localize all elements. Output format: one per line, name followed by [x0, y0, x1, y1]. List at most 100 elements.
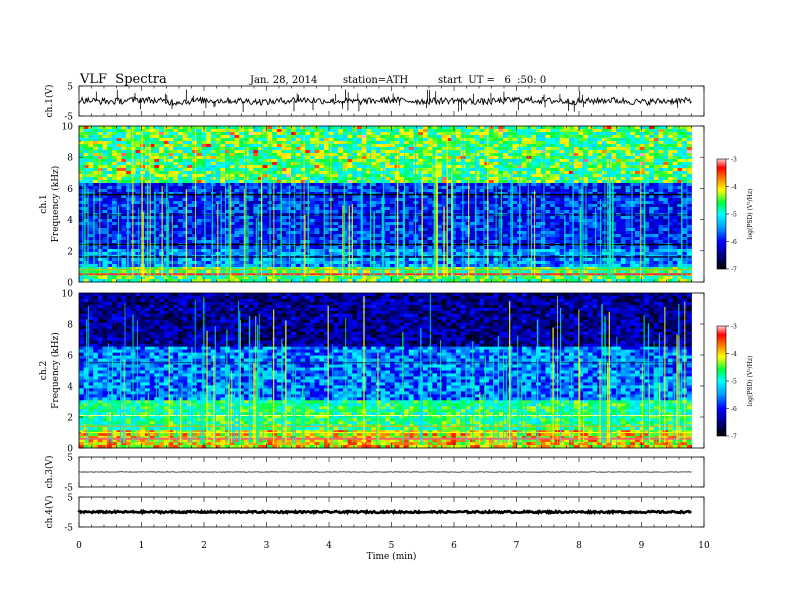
spectrogram-cell: [352, 177, 358, 181]
spectrogram-cell: [262, 156, 268, 160]
spectrogram-cell: [587, 153, 593, 157]
spectrogram-cell: [512, 153, 518, 157]
spectrogram-cell: [111, 201, 118, 205]
spectrogram-cell: [559, 171, 565, 175]
spectrogram-cell: [507, 201, 513, 205]
spectrogram-cell: [649, 204, 655, 208]
spectrogram-cell: [385, 195, 391, 199]
spectrogram-cell: [88, 141, 94, 145]
spectrogram-cell: [465, 195, 471, 199]
spectrogram-cell: [639, 132, 645, 136]
spectrogram-cell: [422, 234, 429, 238]
spectrogram-cell: [507, 150, 513, 154]
spectrogram-cell: [630, 162, 636, 166]
spectrogram-cell: [375, 183, 381, 187]
spectrogram-cell: [418, 147, 424, 151]
spectrogram-cell: [215, 171, 221, 175]
spectrogram-cell: [507, 135, 513, 139]
spectrogram-cell: [465, 144, 471, 148]
spectrogram-cell: [488, 228, 495, 232]
spectrogram-cell: [111, 135, 118, 139]
spectrogram-cell: [484, 225, 490, 229]
spectrogram-cell: [97, 165, 103, 169]
spectrogram-cell: [352, 132, 358, 136]
spectrogram-cell: [682, 165, 688, 169]
spectrogram-cell: [291, 168, 297, 172]
spectrogram-cell: [587, 225, 593, 229]
spectrogram-cell: [649, 183, 655, 187]
spectrogram-cell: [630, 228, 636, 232]
spectrogram-cell: [663, 186, 669, 190]
spectrogram-cell: [611, 126, 617, 130]
spectrogram-cell: [107, 228, 113, 232]
spectrogram-cell: [597, 147, 603, 151]
spectrogram-cell: [319, 156, 325, 160]
spectrogram-cell: [192, 153, 198, 157]
spectrogram-cell: [248, 132, 254, 136]
spectrogram-cell: [667, 138, 674, 142]
spectrogram-cell: [437, 222, 443, 226]
spectrogram-cell: [342, 159, 348, 163]
spectrogram-cell: [649, 177, 655, 181]
spectrogram-cell: [229, 174, 235, 178]
spectrogram-cell: [126, 138, 132, 142]
spectrogram-cell: [404, 216, 410, 220]
spectrogram-cell: [682, 177, 688, 181]
spectrogram-cell: [253, 165, 259, 169]
spectrogram-cell: [116, 141, 122, 145]
spectrogram-cell: [272, 210, 278, 214]
spectrogram-cell: [338, 135, 344, 139]
spectrogram-cell: [93, 210, 99, 214]
spectrogram-cell: [229, 207, 235, 211]
spectrogram-cell: [196, 168, 202, 172]
spectrogram-cell: [187, 138, 193, 142]
spectrogram-cell: [107, 138, 113, 142]
spectrogram-cell: [587, 198, 593, 202]
spectrogram-cell: [333, 219, 339, 223]
spectrogram-cell: [484, 219, 490, 223]
spectrogram-cell: [385, 216, 391, 220]
spectrogram-cell: [526, 234, 532, 238]
spectrogram-cell: [559, 234, 565, 238]
spectrogram-cell: [356, 195, 363, 199]
spectrogram-cell: [333, 174, 339, 178]
spectrogram-cell: [470, 168, 476, 172]
spectrogram-cell: [569, 162, 575, 166]
spectrogram-cell: [375, 177, 381, 181]
spectrogram-cell: [97, 228, 103, 232]
spectrogram-cell: [521, 162, 527, 166]
spectrogram-cell: [399, 207, 405, 211]
spectrogram-cell: [295, 135, 301, 139]
spectrogram-cell: [314, 186, 320, 190]
spectrogram-cell: [611, 231, 617, 235]
spectrogram-cell: [470, 186, 476, 190]
spectrogram-cell: [366, 159, 372, 163]
spectrogram-cell: [83, 159, 89, 163]
spectrogram-cell: [385, 225, 391, 229]
spectrogram-cell: [639, 183, 645, 187]
spectrogram-cell: [187, 195, 193, 199]
spectrogram-cell: [488, 156, 495, 160]
spectrogram-cell: [83, 195, 89, 199]
spectrogram-cell: [663, 177, 669, 181]
spectrogram-cell: [399, 192, 405, 196]
spectrogram-cell: [677, 171, 683, 175]
spectrogram-cell: [149, 150, 155, 154]
spectrogram-cell: [644, 192, 650, 196]
spectrogram-cell: [83, 231, 89, 235]
spectrogram-cell: [253, 126, 259, 130]
spectrogram-cell: [592, 156, 598, 160]
spectrogram-cell: [366, 237, 372, 241]
spectrogram-cell: [385, 162, 391, 166]
spectrogram-cell: [474, 153, 480, 157]
spectrogram-cell: [592, 150, 598, 154]
spectrogram-cell: [225, 231, 231, 235]
spectrogram-cell: [173, 222, 179, 226]
spectrogram-cell: [187, 186, 193, 190]
spectrogram-cell: [465, 165, 471, 169]
spectrogram-cell: [512, 156, 518, 160]
spectrogram-cell: [258, 201, 264, 205]
spectrogram-cell: [536, 147, 542, 151]
spectrogram-cell: [564, 141, 570, 145]
spectrogram-cell: [545, 198, 551, 202]
